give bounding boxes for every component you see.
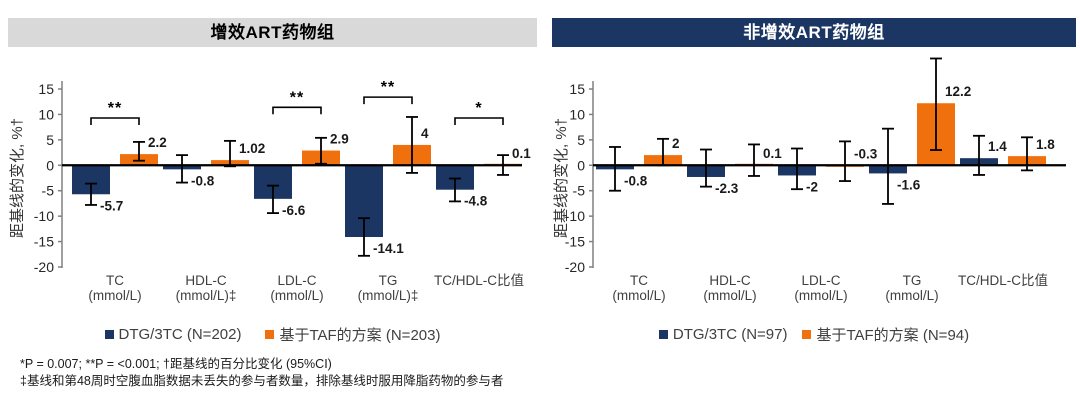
svg-text:(mmol/L): (mmol/L) [270,288,323,303]
svg-text:-10: -10 [565,208,585,224]
svg-text:1.8: 1.8 [1036,137,1055,152]
legend-label: 基于TAF的方案 (N=203) [279,327,441,344]
svg-text:-5: -5 [573,183,586,199]
svg-text:-2: -2 [806,179,818,194]
panel-header-boosted: 增效ART药物组 [8,18,537,47]
legend-item: DTG/3TC (N=97) [658,326,788,343]
svg-text:(mmol/L): (mmol/L) [703,288,756,303]
svg-text:-15: -15 [34,234,54,250]
svg-text:**: ** [381,79,395,96]
panel-nonboosted-art: 非增效ART药物组 距基线的变化, %† 15 10 5 0 -5 -10 -15 -20 -0.… [552,18,1076,345]
legend-label: DTG/3TC (N=97) [672,326,788,343]
svg-text:4: 4 [421,126,429,141]
svg-text:0: 0 [46,157,54,173]
legend-swatch [265,330,275,339]
svg-text:10: 10 [38,106,54,122]
legend-label: 基于TAF的方案 (N=94) [816,327,970,344]
svg-text:0.1: 0.1 [512,146,531,161]
svg-text:5: 5 [577,132,585,148]
svg-text:**: ** [290,89,304,106]
svg-text:-0.3: -0.3 [854,146,878,161]
svg-text:15: 15 [569,81,585,97]
svg-text:LDL-C: LDL-C [277,273,316,288]
legend-label: DTG/3TC (N=202) [118,326,242,343]
svg-text:1.4: 1.4 [988,139,1007,154]
svg-text:HDL-C: HDL-C [709,273,751,288]
svg-text:-20: -20 [34,259,54,275]
svg-text:15: 15 [38,81,54,97]
legend-item: 基于TAF的方案 (N=94) [802,324,969,345]
svg-text:-10: -10 [34,208,54,224]
svg-text:TC: TC [106,273,124,288]
svg-text:-5: -5 [42,183,55,199]
svg-text:2.9: 2.9 [330,132,349,147]
svg-text:LDL-C: LDL-C [801,273,840,288]
legend-item: 基于TAF的方案 (N=203) [265,324,440,345]
svg-text:距基线的变化, %†: 距基线的变化, %† [9,118,26,238]
svg-text:-1.6: -1.6 [897,177,921,192]
svg-text:-6.6: -6.6 [282,203,306,218]
legend-swatch [658,330,668,339]
svg-text:2: 2 [672,136,680,151]
svg-text:(mmol/L)‡: (mmol/L)‡ [358,288,419,303]
svg-text:2.2: 2.2 [148,135,167,150]
bar-chart-nonboosted-art: 距基线的变化, %† 15 10 5 0 -5 -10 -15 -20 -0.8 -2.3 -2 -1.… [553,57,1066,303]
panel-header-nonboosted: 非增效ART药物组 [552,18,1076,47]
svg-text:5: 5 [46,132,54,148]
svg-text:(mmol/L): (mmol/L) [885,288,938,303]
svg-text:1.02: 1.02 [239,141,265,156]
svg-text:10: 10 [569,106,585,122]
panel-boosted-art: 增效ART药物组 距基线的变化, %† 15 10 5 0 -5 -10 -15 -20 -5.7… [8,18,537,345]
svg-text:TC/HDL-C比值: TC/HDL-C比值 [434,273,524,288]
legend-swatch [104,330,114,339]
svg-text:TC/HDL-C比值: TC/HDL-C比值 [958,273,1048,288]
svg-text:(mmol/L): (mmol/L) [794,288,847,303]
svg-text:**: ** [108,100,122,117]
legend-nonboosted: DTG/3TC (N=97) 基于TAF的方案 (N=94) [552,324,1076,345]
svg-text:TG: TG [903,273,922,288]
svg-text:(mmol/L): (mmol/L) [612,288,665,303]
footnote-pvalues: *P = 0.007; **P = <0.001; †距基线的百分比变化 (95… [20,357,332,371]
svg-text:-0.8: -0.8 [624,173,648,188]
svg-text:-0.8: -0.8 [191,173,215,188]
bar-chart-boosted-art: 距基线的变化, %† 15 10 5 0 -5 -10 -15 -20 -5.7 -0.8 -6.6 -… [9,79,531,303]
svg-text:12.2: 12.2 [945,84,971,99]
legend-swatch [802,330,812,339]
svg-text:TC: TC [630,273,648,288]
svg-text:(mmol/L): (mmol/L) [88,288,141,303]
svg-text:*: * [475,100,482,117]
legend-item: DTG/3TC (N=202) [104,326,242,343]
svg-text:HDL-C: HDL-C [185,273,227,288]
legend-boosted: DTG/3TC (N=202) 基于TAF的方案 (N=203) [8,324,537,345]
svg-text:TG: TG [379,273,398,288]
svg-text:(mmol/L)‡: (mmol/L)‡ [176,288,237,303]
svg-text:-14.1: -14.1 [373,241,404,256]
svg-text:-20: -20 [565,259,585,275]
footnotes: *P = 0.007; **P = <0.001; †距基线的百分比变化 (95… [20,356,503,390]
svg-text:-15: -15 [565,234,585,250]
svg-text:-2.3: -2.3 [715,181,739,196]
footnote-population: ‡基线和第48周时空腹血脂数据未丢失的参与者数量，排除基线时服用降脂药物的参与者 [20,373,504,388]
svg-text:-5.7: -5.7 [100,198,123,213]
svg-text:0: 0 [577,157,585,173]
svg-text:距基线的变化, %†: 距基线的变化, %† [553,118,570,238]
svg-text:0.1: 0.1 [763,146,782,161]
svg-text:-4.8: -4.8 [464,194,488,209]
